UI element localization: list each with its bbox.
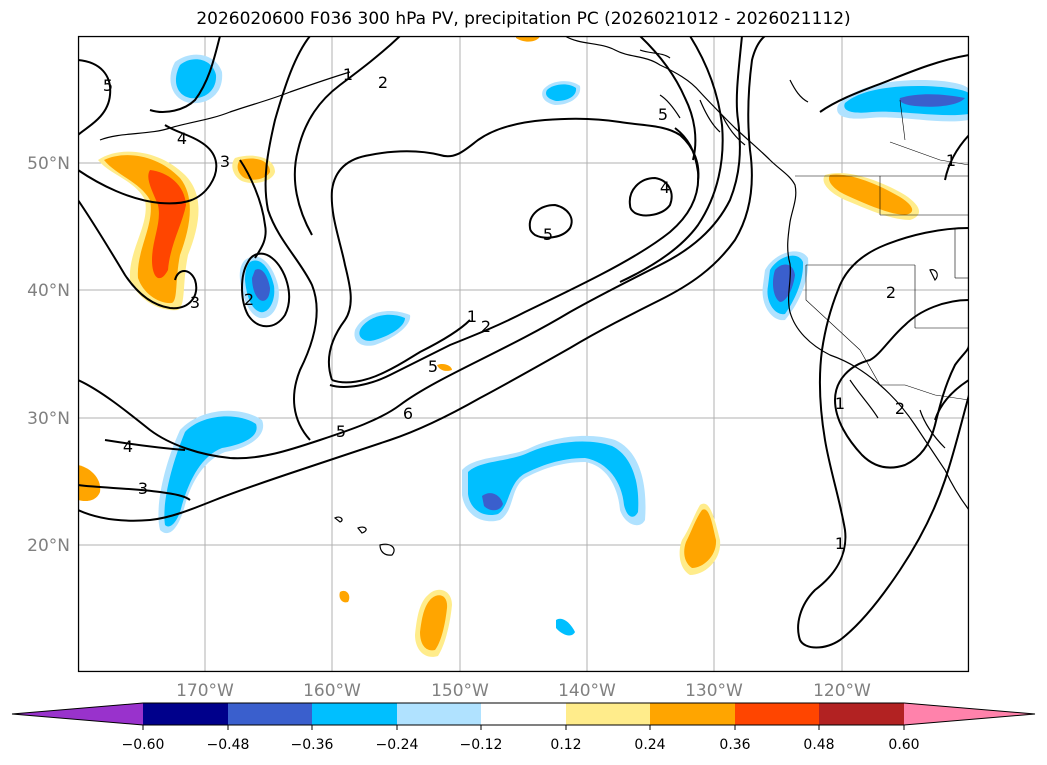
colorbar-tick-label: −0.12: [460, 737, 503, 753]
contour-label: 5: [103, 76, 113, 95]
lon-label: 160°W: [303, 681, 361, 701]
colorbar-segment: [650, 703, 735, 725]
contour-label: 5: [543, 225, 553, 244]
contour-label: 1: [467, 307, 477, 326]
contour-labels: 5 1 2 4 3 5 1 2 3 5 4 1 2 5 6 5 4 3 2 1 …: [103, 65, 956, 553]
contour-label: 5: [336, 422, 346, 441]
contour-label: 3: [138, 479, 148, 498]
contour-label: 1: [835, 394, 845, 413]
pv-contours: [78, 36, 969, 649]
colorbar-extend-left: [12, 703, 143, 725]
gridlines: [78, 36, 969, 672]
contour-label: 1: [946, 151, 956, 170]
lon-label: 150°W: [431, 681, 489, 701]
contour-label: 4: [660, 178, 670, 197]
contour-label: 1: [835, 534, 845, 553]
colorbar-tick-label: −0.24: [376, 737, 419, 753]
contour-label: 1: [343, 65, 353, 84]
colorbar-tick-label: −0.48: [207, 737, 250, 753]
colorbar-segment: [397, 703, 481, 725]
lon-label: 140°W: [558, 681, 616, 701]
contour-label: 5: [658, 105, 668, 124]
map-title: 2026020600 F036 300 hPa PV, precipitatio…: [196, 9, 851, 29]
lat-label: 30°N: [27, 409, 70, 429]
lat-label: 20°N: [27, 536, 70, 556]
map-area: 5 1 2 4 3 5 1 2 3 5 4 1 2 5 6 5 4 3 2 1 …: [78, 36, 969, 672]
contour-label: 2: [886, 283, 896, 302]
contour-label: 5: [428, 357, 438, 376]
colorbar-segment: [735, 703, 819, 725]
lat-label: 50°N: [27, 154, 70, 174]
contour-label: 3: [220, 152, 230, 171]
lon-label: 120°W: [813, 681, 871, 701]
colorbar-tick-label: 0.24: [634, 737, 665, 753]
latitude-labels: 50°N 40°N 30°N 20°N: [27, 154, 70, 556]
colorbar-segment: [481, 703, 566, 725]
contour-label: 3: [190, 293, 200, 312]
colorbar-segment: [228, 703, 312, 725]
contour-label: 4: [123, 437, 133, 456]
colorbar-tick-label: −0.60: [122, 737, 165, 753]
colorbar: −0.60 −0.48 −0.36 −0.24 −0.12 0.12 0.24 …: [11, 702, 1036, 753]
lat-label: 40°N: [27, 281, 70, 301]
contour-label: 2: [244, 290, 254, 309]
contour-label: 6: [403, 404, 413, 423]
colorbar-segment: [819, 703, 904, 725]
colorbar-extend-right: [904, 703, 1035, 725]
colorbar-tick-label: 0.60: [888, 737, 919, 753]
map-frame: [78, 36, 969, 672]
colorbar-segment: [143, 703, 228, 725]
coastlines: [99, 36, 969, 556]
contour-label: 2: [378, 73, 388, 92]
precipitation-shading: [78, 36, 969, 657]
colorbar-segment: [312, 703, 397, 725]
lon-label: 170°W: [176, 681, 234, 701]
colorbar-tick-label: 0.36: [719, 737, 750, 753]
colorbar-tick-label: 0.12: [550, 737, 581, 753]
longitude-labels: 170°W 160°W 150°W 140°W 130°W 120°W: [176, 681, 871, 701]
colorbar-tick-label: 0.48: [803, 737, 834, 753]
colorbar-segment: [566, 703, 650, 725]
colorbar-tick-label: −0.36: [291, 737, 334, 753]
contour-label: 2: [481, 317, 491, 336]
contour-label: 4: [177, 129, 187, 148]
contour-label: 2: [895, 399, 905, 418]
lon-label: 130°W: [685, 681, 743, 701]
